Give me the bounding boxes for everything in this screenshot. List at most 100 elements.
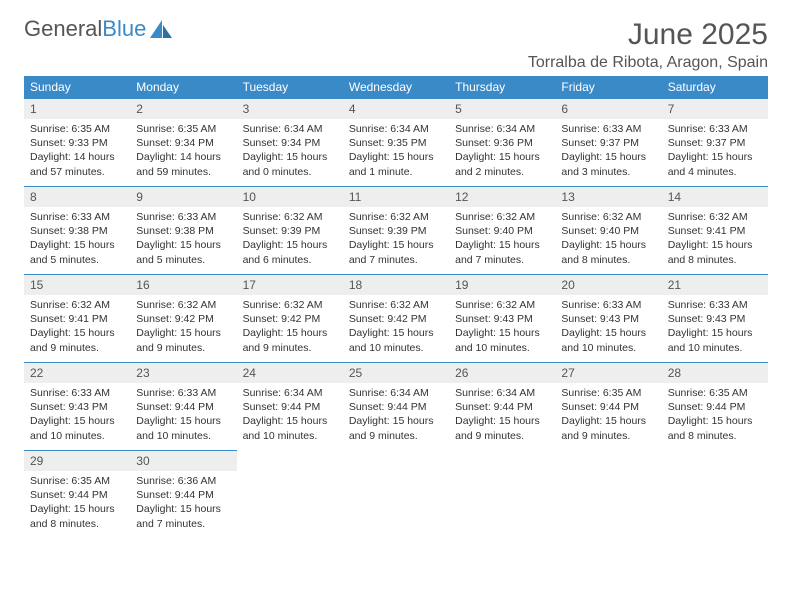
daylight-text: and 5 minutes. xyxy=(30,253,124,267)
daylight-text: Daylight: 15 hours xyxy=(136,414,230,428)
sunrise-text: Sunrise: 6:32 AM xyxy=(30,298,124,312)
day-number: 3 xyxy=(237,98,343,119)
daylight-text: and 5 minutes. xyxy=(136,253,230,267)
calendar-cell: 21Sunrise: 6:33 AMSunset: 9:43 PMDayligh… xyxy=(662,274,768,362)
daylight-text: and 10 minutes. xyxy=(243,429,337,443)
weekday-header: Friday xyxy=(555,76,661,98)
calendar-cell: 29Sunrise: 6:35 AMSunset: 9:44 PMDayligh… xyxy=(24,450,130,538)
daylight-text: and 3 minutes. xyxy=(561,165,655,179)
day-number: 19 xyxy=(449,274,555,295)
calendar-row: 22Sunrise: 6:33 AMSunset: 9:43 PMDayligh… xyxy=(24,362,768,450)
daylight-text: Daylight: 15 hours xyxy=(455,414,549,428)
day-number: 11 xyxy=(343,186,449,207)
day-number: 13 xyxy=(555,186,661,207)
sunrise-text: Sunrise: 6:34 AM xyxy=(455,386,549,400)
sunrise-text: Sunrise: 6:34 AM xyxy=(349,122,443,136)
daylight-text: and 10 minutes. xyxy=(30,429,124,443)
calendar-row: 8Sunrise: 6:33 AMSunset: 9:38 PMDaylight… xyxy=(24,186,768,274)
day-details: Sunrise: 6:32 AMSunset: 9:41 PMDaylight:… xyxy=(24,295,130,361)
daylight-text: and 10 minutes. xyxy=(561,341,655,355)
daylight-text: and 10 minutes. xyxy=(455,341,549,355)
sunrise-text: Sunrise: 6:33 AM xyxy=(136,210,230,224)
sunset-text: Sunset: 9:40 PM xyxy=(455,224,549,238)
brand-word2: Blue xyxy=(102,18,146,40)
sunset-text: Sunset: 9:42 PM xyxy=(136,312,230,326)
daylight-text: Daylight: 15 hours xyxy=(243,238,337,252)
weekday-header-row: Sunday Monday Tuesday Wednesday Thursday… xyxy=(24,76,768,98)
weekday-header: Sunday xyxy=(24,76,130,98)
sunrise-text: Sunrise: 6:32 AM xyxy=(243,210,337,224)
weekday-header: Wednesday xyxy=(343,76,449,98)
day-number: 5 xyxy=(449,98,555,119)
day-number: 27 xyxy=(555,362,661,383)
sunset-text: Sunset: 9:43 PM xyxy=(30,400,124,414)
weekday-header: Tuesday xyxy=(237,76,343,98)
sunrise-text: Sunrise: 6:36 AM xyxy=(136,474,230,488)
daylight-text: Daylight: 15 hours xyxy=(561,150,655,164)
daylight-text: Daylight: 15 hours xyxy=(349,150,443,164)
sunset-text: Sunset: 9:38 PM xyxy=(30,224,124,238)
day-number: 20 xyxy=(555,274,661,295)
day-details: Sunrise: 6:32 AMSunset: 9:43 PMDaylight:… xyxy=(449,295,555,361)
sunset-text: Sunset: 9:44 PM xyxy=(455,400,549,414)
daylight-text: Daylight: 14 hours xyxy=(30,150,124,164)
daylight-text: Daylight: 15 hours xyxy=(455,238,549,252)
sunrise-text: Sunrise: 6:34 AM xyxy=(243,386,337,400)
sunrise-text: Sunrise: 6:33 AM xyxy=(668,298,762,312)
day-details: Sunrise: 6:32 AMSunset: 9:40 PMDaylight:… xyxy=(555,207,661,273)
daylight-text: Daylight: 15 hours xyxy=(668,326,762,340)
daylight-text: and 6 minutes. xyxy=(243,253,337,267)
daylight-text: Daylight: 15 hours xyxy=(243,150,337,164)
day-number: 26 xyxy=(449,362,555,383)
day-number: 7 xyxy=(662,98,768,119)
daylight-text: and 9 minutes. xyxy=(561,429,655,443)
daylight-text: Daylight: 15 hours xyxy=(30,414,124,428)
calendar-cell: 26 Sunrise: 6:34 AMSunset: 9:44 PMDayligh… xyxy=(449,362,555,450)
day-details: Sunrise: 6:34 AMSunset: 9:34 PMDaylight:… xyxy=(237,119,343,185)
sunset-text: Sunset: 9:39 PM xyxy=(243,224,337,238)
daylight-text: and 8 minutes. xyxy=(30,517,124,531)
day-details: Sunrise: 6:33 AMSunset: 9:37 PMDaylight:… xyxy=(555,119,661,185)
daylight-text: and 57 minutes. xyxy=(30,165,124,179)
sunset-text: Sunset: 9:43 PM xyxy=(668,312,762,326)
daylight-text: Daylight: 15 hours xyxy=(561,238,655,252)
day-details: Sunrise: 6:32 AMSunset: 9:42 PMDaylight:… xyxy=(237,295,343,361)
day-details: Sunrise: 6:35 AMSunset: 9:44 PMDaylight:… xyxy=(555,383,661,449)
weekday-header: Monday xyxy=(130,76,236,98)
daylight-text: and 10 minutes. xyxy=(349,341,443,355)
sunset-text: Sunset: 9:44 PM xyxy=(561,400,655,414)
daylight-text: and 59 minutes. xyxy=(136,165,230,179)
day-number: 6 xyxy=(555,98,661,119)
day-number: 25 xyxy=(343,362,449,383)
calendar-cell: 18Sunrise: 6:32 AMSunset: 9:42 PMDayligh… xyxy=(343,274,449,362)
day-number: 23 xyxy=(130,362,236,383)
day-number: 28 xyxy=(662,362,768,383)
brand-logo: GeneralBlue xyxy=(24,18,172,40)
day-details: Sunrise: 6:33 AMSunset: 9:43 PMDaylight:… xyxy=(555,295,661,361)
calendar-cell: 27Sunrise: 6:35 AMSunset: 9:44 PMDayligh… xyxy=(555,362,661,450)
sunset-text: Sunset: 9:41 PM xyxy=(668,224,762,238)
sunset-text: Sunset: 9:36 PM xyxy=(455,136,549,150)
daylight-text: and 9 minutes. xyxy=(136,341,230,355)
day-number: 17 xyxy=(237,274,343,295)
day-details: Sunrise: 6:32 AMSunset: 9:41 PMDaylight:… xyxy=(662,207,768,273)
daylight-text: Daylight: 15 hours xyxy=(668,414,762,428)
sunrise-text: Sunrise: 6:33 AM xyxy=(561,298,655,312)
sunrise-text: Sunrise: 6:32 AM xyxy=(349,298,443,312)
sunset-text: Sunset: 9:42 PM xyxy=(349,312,443,326)
day-details: Sunrise: 6:35 AMSunset: 9:33 PMDaylight:… xyxy=(24,119,130,185)
daylight-text: Daylight: 15 hours xyxy=(561,414,655,428)
day-details: Sunrise: 6:33 AMSunset: 9:43 PMDaylight:… xyxy=(24,383,130,449)
daylight-text: Daylight: 14 hours xyxy=(136,150,230,164)
day-number: 4 xyxy=(343,98,449,119)
daylight-text: and 4 minutes. xyxy=(668,165,762,179)
daylight-text: Daylight: 15 hours xyxy=(243,414,337,428)
calendar-cell: 12Sunrise: 6:32 AMSunset: 9:40 PMDayligh… xyxy=(449,186,555,274)
daylight-text: and 7 minutes. xyxy=(136,517,230,531)
sunset-text: Sunset: 9:44 PM xyxy=(668,400,762,414)
sunset-text: Sunset: 9:44 PM xyxy=(136,488,230,502)
day-details: Sunrise: 6:33 AMSunset: 9:38 PMDaylight:… xyxy=(24,207,130,273)
day-details: Sunrise: 6:32 AMSunset: 9:39 PMDaylight:… xyxy=(343,207,449,273)
daylight-text: and 8 minutes. xyxy=(668,253,762,267)
calendar-cell: 5Sunrise: 6:34 AMSunset: 9:36 PMDaylight… xyxy=(449,98,555,186)
